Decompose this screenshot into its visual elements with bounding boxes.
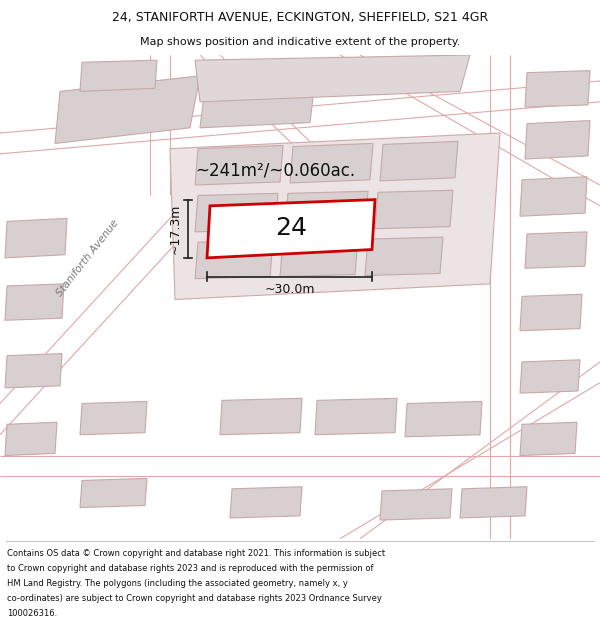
Text: 24: 24 (275, 216, 307, 240)
Polygon shape (5, 284, 64, 320)
Polygon shape (405, 401, 482, 437)
Polygon shape (230, 487, 302, 518)
Polygon shape (525, 71, 590, 107)
Polygon shape (170, 133, 500, 299)
Text: ~241m²/~0.060ac.: ~241m²/~0.060ac. (195, 162, 355, 180)
Polygon shape (520, 177, 587, 216)
Polygon shape (525, 121, 590, 159)
Polygon shape (207, 199, 375, 258)
Text: 24, STANIFORTH AVENUE, ECKINGTON, SHEFFIELD, S21 4GR: 24, STANIFORTH AVENUE, ECKINGTON, SHEFFI… (112, 11, 488, 24)
Text: ~30.0m: ~30.0m (264, 283, 315, 296)
Polygon shape (315, 398, 397, 435)
Polygon shape (5, 218, 67, 258)
Text: to Crown copyright and database rights 2023 and is reproduced with the permissio: to Crown copyright and database rights 2… (7, 564, 374, 573)
Polygon shape (525, 232, 587, 268)
Polygon shape (520, 422, 577, 456)
Polygon shape (375, 190, 453, 229)
Polygon shape (220, 398, 302, 435)
Polygon shape (80, 401, 147, 435)
Text: Contains OS data © Crown copyright and database right 2021. This information is : Contains OS data © Crown copyright and d… (7, 549, 385, 558)
Polygon shape (80, 478, 147, 508)
Polygon shape (195, 193, 278, 232)
Polygon shape (80, 60, 157, 91)
Polygon shape (200, 81, 315, 128)
Polygon shape (380, 141, 458, 181)
Polygon shape (290, 143, 373, 183)
Polygon shape (520, 360, 580, 393)
Text: ~17.3m: ~17.3m (169, 204, 182, 254)
Polygon shape (5, 422, 57, 456)
Text: Map shows position and indicative extent of the property.: Map shows position and indicative extent… (140, 38, 460, 48)
Polygon shape (195, 55, 470, 102)
Polygon shape (195, 146, 283, 185)
Polygon shape (365, 237, 443, 276)
Polygon shape (520, 294, 582, 331)
Text: HM Land Registry. The polygons (including the associated geometry, namely x, y: HM Land Registry. The polygons (includin… (7, 579, 348, 588)
Polygon shape (280, 238, 358, 277)
Text: Staniforth Avenue: Staniforth Avenue (55, 217, 121, 298)
Text: 100026316.: 100026316. (7, 609, 58, 619)
Polygon shape (285, 191, 368, 230)
Text: co-ordinates) are subject to Crown copyright and database rights 2023 Ordnance S: co-ordinates) are subject to Crown copyr… (7, 594, 382, 603)
Polygon shape (380, 489, 452, 520)
Polygon shape (55, 76, 200, 143)
Polygon shape (195, 240, 273, 279)
Polygon shape (460, 487, 527, 518)
Polygon shape (5, 354, 62, 388)
